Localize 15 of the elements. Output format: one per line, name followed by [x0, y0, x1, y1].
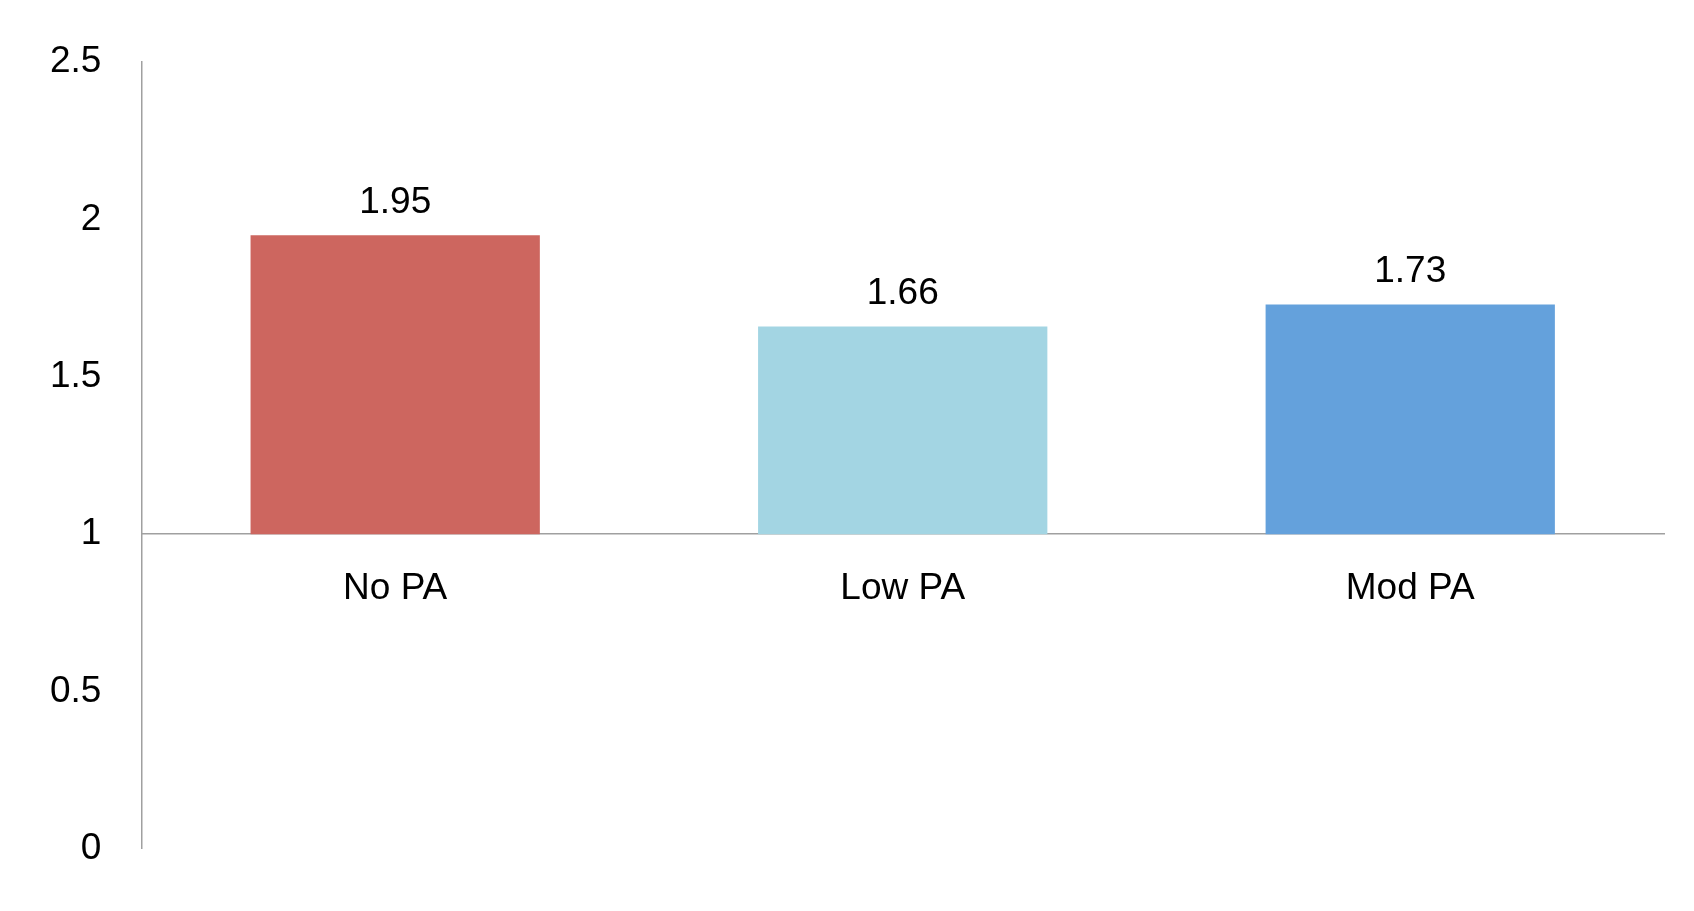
x-tick-label: Mod PA [1345, 565, 1475, 607]
data-label: 1.95 [359, 179, 432, 221]
bar [250, 235, 540, 535]
y-tick-label: 2.5 [50, 39, 102, 81]
y-tick-label: 2 [80, 196, 102, 238]
data-label: 1.66 [866, 271, 939, 313]
x-tick-label: No PA [343, 565, 448, 607]
x-tick-label: Low PA [840, 565, 966, 607]
y-tick-label: 0 [80, 826, 102, 867]
data-label: 1.73 [1374, 249, 1447, 291]
bar [758, 326, 1048, 535]
y-tick-label: 1 [80, 511, 102, 553]
bar [1265, 304, 1555, 535]
y-tick-label: 0.5 [50, 668, 102, 710]
y-tick-label: 1.5 [50, 354, 102, 396]
